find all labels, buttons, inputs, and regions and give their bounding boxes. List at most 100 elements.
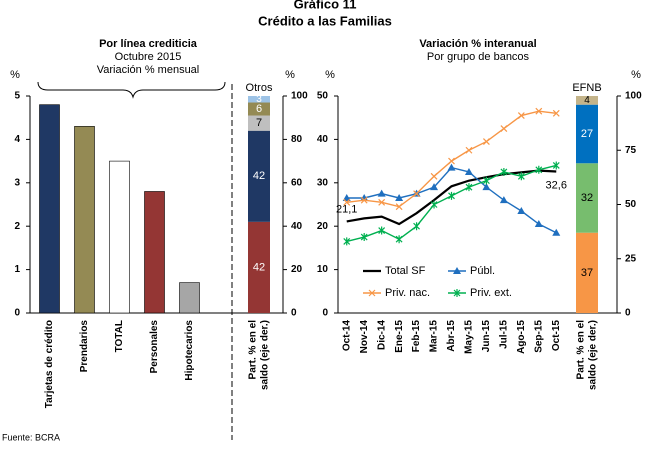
y2-tick-label: 100 [625,91,642,102]
marker [552,161,560,170]
bar [179,282,200,314]
x-tick-label: Ene-15 [394,320,405,353]
x-tick-label: May-15 [464,320,475,354]
marker [552,228,561,236]
panel-subtitle: Por grupo de bancos [427,51,530,63]
panel-title: Variación % interanual [419,38,536,50]
marker [377,189,386,197]
legend-label: Priv. ext. [470,287,512,299]
y2-tick-label: 80 [291,134,303,145]
y-axis-label: % [325,69,335,81]
x-tick-label: Abr-15 [446,320,457,352]
line [346,164,557,243]
share-label: 7 [256,117,262,129]
marker [482,176,490,185]
legend-label: Priv. nac. [385,287,430,299]
marker [430,172,438,180]
marker [360,193,369,201]
share-segment [576,232,598,313]
marker [448,191,455,200]
figure-title: Crédito a las Familias [258,13,392,28]
marker [517,112,525,119]
share-label: 37 [581,267,593,279]
share-label: 6 [256,103,262,115]
share-axis-label: Part. % en el [576,320,587,380]
share-top-label: EFNB [572,82,601,94]
y-tick-label: 3 [14,177,20,188]
share-segment [248,221,270,313]
marker [453,267,461,274]
panel-title: Por línea crediticia [99,38,198,50]
y2-tick-label: 25 [625,253,637,264]
x-tick-label: Tarjetas de crédito [44,320,55,408]
x-tick-label: Personales [149,320,160,374]
y2-tick-label: 20 [291,264,303,275]
y-tick-label: 5 [14,91,20,102]
y-tick-label: 10 [317,264,329,275]
share-segment [248,115,270,131]
marker [343,198,351,206]
legend-label: Total SF [385,265,426,277]
y-tick-label: 40 [317,134,329,145]
marker [482,183,491,191]
bar [144,191,165,314]
y-axis-label: % [10,69,20,81]
x-tick-label: Feb-15 [411,320,422,353]
share-label: 27 [581,128,593,140]
y2-tick-label: 0 [625,308,631,319]
y-tick-label: 20 [317,221,329,232]
y2-tick-label: 0 [291,308,297,319]
x-tick-label: Hipotecarios [184,320,195,381]
share-top-label: Otros [246,82,273,94]
x-tick-label: Oct-15 [551,320,562,352]
panel-subtitle: Variación % mensual [97,64,200,76]
x-tick-label: Sep-15 [533,320,544,353]
y-tick-label: 1 [14,264,20,275]
x-tick-label: Ago-15 [516,320,527,354]
figure-number: Gráfico 11 [294,0,357,11]
y-tick-label: 0 [322,308,328,319]
x-tick-label: Prendarios [79,320,90,373]
share-label: 42 [253,261,265,273]
share-segment [576,163,598,233]
marker [395,235,403,244]
x-tick-label: Mar-15 [429,320,440,353]
data-label: 21,1 [336,203,357,215]
line [346,166,557,234]
marker [448,157,455,165]
marker [500,167,508,176]
marker [413,190,421,198]
share-segment [248,96,270,103]
marker [447,163,456,171]
share-label: 32 [581,192,593,204]
x-tick-label: Dic-14 [376,320,387,350]
share-segment [248,130,270,222]
marker [453,289,461,297]
x-tick-label: TOTAL [114,320,125,352]
y-tick-label: 0 [14,308,20,319]
marker [360,196,368,204]
marker [534,220,543,228]
share-axis-label: saldo (eje der.) [588,320,599,390]
marker [342,193,351,201]
y-tick-label: 30 [317,177,329,188]
x-tick-label: Jul-15 [499,320,510,349]
marker [535,165,543,174]
share-axis-label: saldo (eje der.) [260,320,271,390]
marker [464,167,473,175]
marker [482,138,490,145]
y2-tick-label: 60 [291,177,303,188]
share-label: 4 [584,95,590,106]
y2-axis-label: % [631,69,641,81]
share-axis-label: Part. % en el [248,320,259,380]
bar [39,104,60,314]
source: Fuente: BCRA [2,432,60,442]
marker [368,289,376,297]
legend-label: Públ. [470,265,495,277]
data-label: 32,6 [546,179,567,191]
y2-tick-label: 75 [625,145,637,156]
marker [465,183,473,192]
marker [343,237,351,246]
